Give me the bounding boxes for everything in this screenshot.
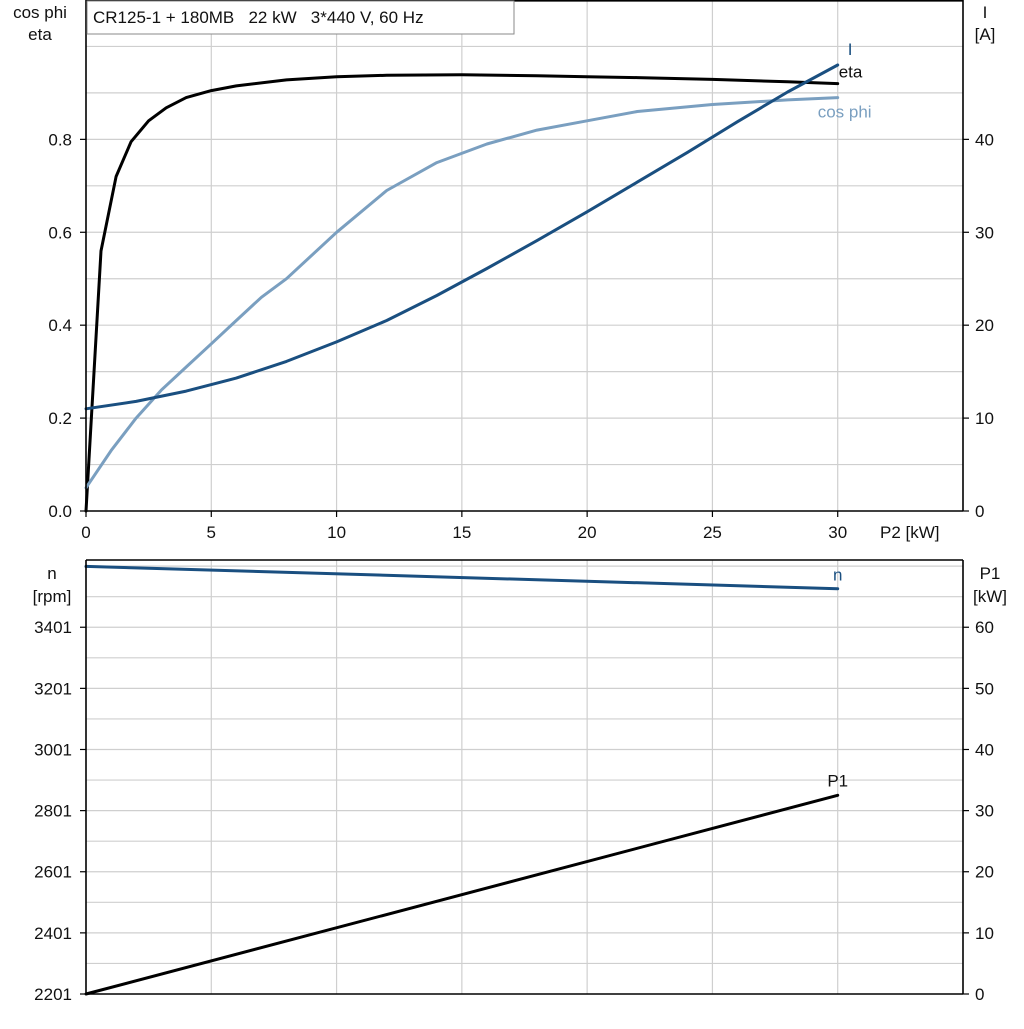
series-cos-phi-line (84, 96, 840, 490)
bottom-chart-labels: 2201 2401 2601 2801 3001 3201 3401 0 10 20 30 40 50 6… (34, 566, 994, 1004)
series-n-label: n (833, 566, 842, 585)
top-left-tick-label: 0.4 (48, 316, 72, 335)
bottom-right-tick-label: 50 (975, 679, 994, 698)
top-right-tick-label: 20 (975, 316, 994, 335)
bottom-right-tick-label: 40 (975, 740, 994, 759)
top-x-tick-label: 25 (703, 523, 722, 542)
efficiency-current-chart: 0.0 0.2 0.4 0.6 0.8 0 10 20 30 40 0 5 10 15 20 25 30 eta c… (13, 0, 995, 542)
bottom-left-tick-label: 3201 (34, 679, 72, 698)
top-right-axis-label-line2: [A] (975, 25, 996, 44)
bottom-chart-ticks (80, 626, 969, 995)
bottom-right-tick-label: 10 (975, 924, 994, 943)
bottom-right-tick-label: 30 (975, 802, 994, 821)
bottom-left-tick-label: 2201 (34, 985, 72, 1004)
top-x-tick-label: 20 (578, 523, 597, 542)
bottom-right-axis-label-line1: P1 (980, 564, 1001, 583)
top-chart-ticks (80, 138, 969, 517)
x-axis-label: P2 [kW] (880, 523, 940, 542)
top-left-axis-label-line1: cos phi (13, 3, 67, 22)
bottom-left-tick-label: 3401 (34, 618, 72, 637)
top-chart-grid (86, 0, 963, 511)
bottom-right-tick-label: 0 (975, 985, 984, 1004)
bottom-left-axis-label-line1: n (47, 564, 56, 583)
series-cos-phi-label: cos phi (818, 103, 872, 122)
series-eta-label: eta (839, 63, 863, 82)
top-chart-labels: 0.0 0.2 0.4 0.6 0.8 0 10 20 30 40 0 5 10 15 20 25 30 eta c… (48, 40, 994, 542)
series-eta-line (84, 73, 840, 513)
top-left-tick-label: 0.8 (48, 130, 72, 149)
series-i-line (84, 63, 840, 411)
top-x-tick-label: 15 (452, 523, 471, 542)
bottom-right-tick-label: 20 (975, 863, 994, 882)
bottom-left-tick-label: 2401 (34, 924, 72, 943)
top-x-tick-label: 10 (327, 523, 346, 542)
top-left-tick-label: 0.0 (48, 502, 72, 521)
series-p1-label: P1 (827, 771, 848, 790)
top-x-tick-label: 0 (81, 523, 90, 542)
top-left-tick-label: 0.6 (48, 223, 72, 242)
series-p1-line (84, 793, 840, 996)
bottom-chart-series (84, 564, 840, 996)
series-i-label: I (848, 40, 853, 59)
top-right-tick-label: 30 (975, 223, 994, 242)
series-n-line (84, 564, 840, 591)
bottom-left-tick-label: 3001 (34, 740, 72, 759)
bottom-left-axis-label-line2: [rpm] (33, 587, 72, 606)
top-right-tick-label: 0 (975, 502, 984, 521)
chart-title: CR125-1 + 180MB 22 kW 3*440 V, 60 Hz (93, 8, 424, 27)
top-x-tick-label: 30 (828, 523, 847, 542)
bottom-right-tick-label: 60 (975, 618, 994, 637)
top-left-axis-label-line2: eta (28, 25, 52, 44)
bottom-chart-grid (86, 560, 963, 994)
chart-title-box (86, 0, 515, 35)
bottom-left-tick-label: 2801 (34, 802, 72, 821)
top-right-axis-label-line1: I (983, 3, 988, 22)
bottom-left-tick-label: 2601 (34, 863, 72, 882)
top-x-tick-label: 5 (207, 523, 216, 542)
top-right-tick-label: 40 (975, 130, 994, 149)
top-left-tick-label: 0.2 (48, 409, 72, 428)
bottom-right-axis-label-line2: [kW] (973, 587, 1007, 606)
speed-power-chart: 2201 2401 2601 2801 3001 3201 3401 0 10 20 30 40 50 6… (33, 559, 1007, 1004)
top-chart-series (84, 63, 840, 513)
top-right-tick-label: 10 (975, 409, 994, 428)
